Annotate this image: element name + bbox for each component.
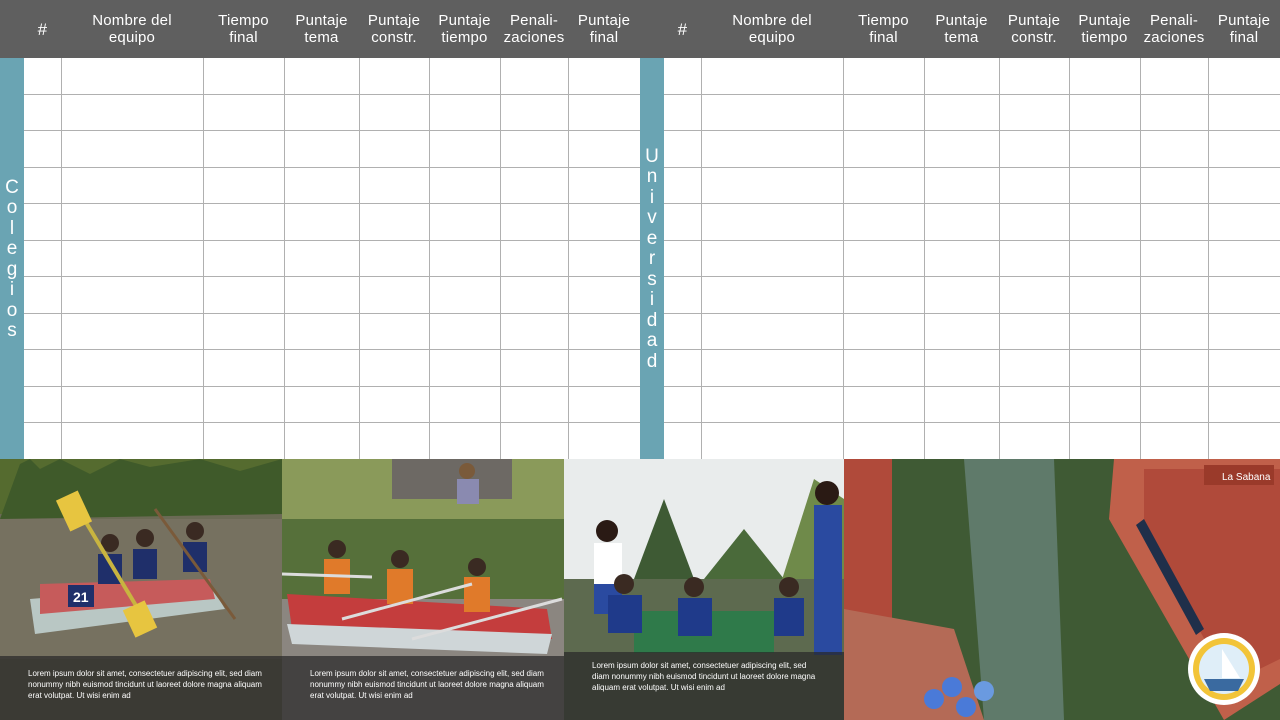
column-header-penalties: Penali- zaciones [1143, 12, 1205, 46]
column-header-construction-score: Puntaje constr. [1007, 12, 1061, 46]
vertical-label-letter: C [5, 176, 19, 198]
aerial-campus-photo-image: La Sabana [844, 459, 1280, 720]
column-header-number: # [37, 19, 48, 39]
vertical-label-letter: e [646, 227, 658, 249]
column-header-final-time: Tiempo final [858, 12, 909, 46]
vertical-label-letter: o [6, 197, 18, 218]
column-header-final-score: Puntaje final [1217, 12, 1271, 46]
vertical-label-letter: U [645, 145, 659, 167]
vertical-label-letter: s [647, 268, 657, 290]
vertical-label-letter: e [6, 238, 18, 259]
grid-lines [24, 58, 640, 459]
vertical-label-letter: v [647, 207, 657, 229]
column-header-team-name: Nombre del equipo [732, 12, 812, 46]
vertical-label-letter: d [646, 350, 658, 372]
photo-caption: Lorem ipsum dolor sit amet, consectetuer… [564, 652, 844, 720]
column-header-penalties: Penali- zaciones [503, 12, 565, 46]
photo-boat-crew: Lorem ipsum dolor sit amet, consectetuer… [282, 459, 564, 720]
vertical-label-letter: l [9, 217, 15, 239]
column-header-time-score: Puntaje tiempo [438, 12, 491, 46]
photo-caption: Lorem ipsum dolor sit amet, consectetuer… [282, 656, 564, 720]
column-header-final-time: Tiempo final [218, 12, 269, 46]
vertical-label-letter: i [649, 186, 655, 208]
vertical-label-letter: i [9, 279, 15, 300]
caption-text: Lorem ipsum dolor sit amet, consectetuer… [592, 661, 816, 692]
column-header-theme-score: Puntaje tema [295, 12, 348, 46]
vertical-label-letter: i [649, 289, 655, 311]
column-header-number: # [677, 19, 688, 39]
vertical-label-letter: a [646, 330, 658, 352]
vertical-label-letter: s [7, 320, 17, 341]
vertical-label-letter: n [646, 166, 658, 188]
photo-group-portrait: Lorem ipsum dolor sit amet, consectetuer… [564, 459, 844, 720]
vertical-label-letter: r [648, 248, 656, 270]
table-header: # Nombre del equipo Tiempo final Puntaje… [0, 0, 640, 58]
photo-aerial-campus: La Sabana [844, 459, 1280, 720]
score-grid [24, 58, 640, 459]
university-sign [1204, 465, 1274, 485]
photo-strip: 21 Lorem ipsum dolor sit amet, consectet… [0, 459, 1280, 720]
column-header-team-name: Nombre del equipo [92, 12, 172, 46]
photo-caption: Lorem ipsum dolor sit amet, consectetuer… [0, 656, 282, 720]
vertical-label-letter: g [6, 258, 18, 280]
column-header-time-score: Puntaje tiempo [1078, 12, 1131, 46]
university-sign-text: La Sabana [1222, 472, 1271, 483]
column-header-construction-score: Puntaje constr. [367, 12, 421, 46]
column-header-theme-score: Puntaje tema [935, 12, 988, 46]
colegios-table: # Nombre del equipo Tiempo final Puntaje… [0, 0, 640, 459]
boat-number: 21 [73, 589, 89, 605]
column-header-final-score: Puntaje final [577, 12, 631, 46]
caption-text: Lorem ipsum dolor sit amet, consectetuer… [28, 669, 262, 700]
grid-lines [664, 58, 1280, 459]
vertical-label-letter: d [646, 309, 658, 331]
universidad-table: # Nombre del equipo Tiempo final Puntaje… [640, 0, 1280, 459]
caption-text: Lorem ipsum dolor sit amet, consectetuer… [310, 669, 544, 700]
photo-kayak-team: 21 Lorem ipsum dolor sit amet, consectet… [0, 459, 282, 720]
score-grid [664, 58, 1280, 459]
vertical-label-letter: o [6, 299, 18, 321]
table-header: # Nombre del equipo Tiempo final Puntaje… [640, 0, 1280, 58]
